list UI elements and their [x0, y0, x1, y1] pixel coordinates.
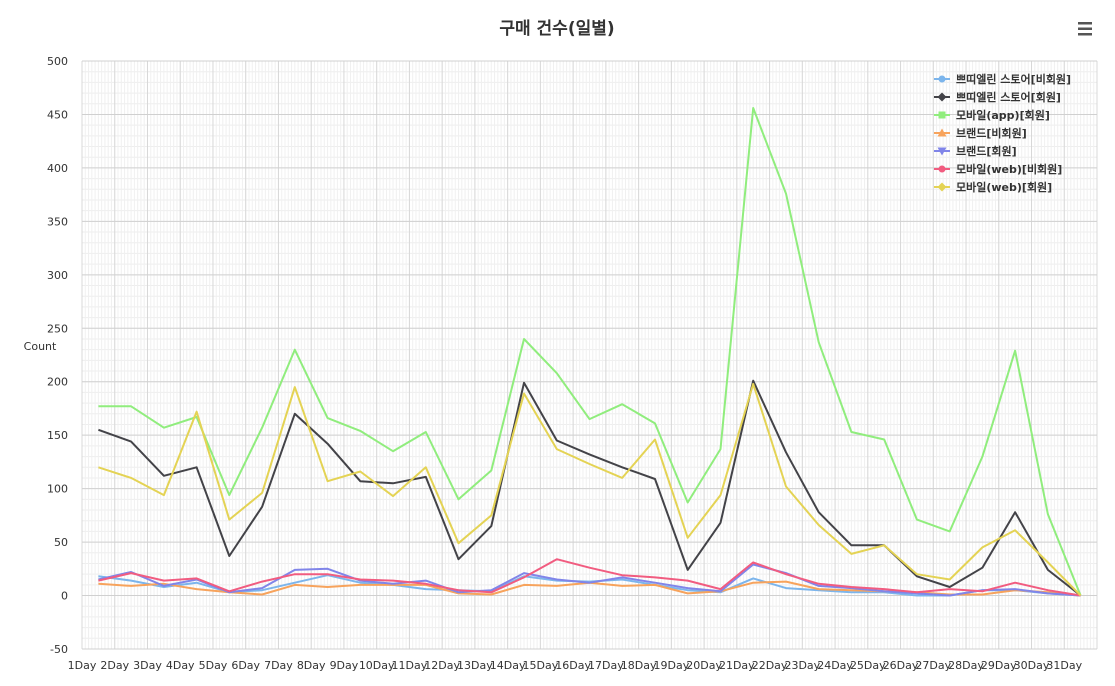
series-line	[98, 558, 1081, 597]
y-tick-label: 200	[47, 376, 68, 389]
x-tick-label: 5Day	[199, 659, 228, 672]
x-tick-label: 2Day	[100, 659, 129, 672]
series-line	[98, 563, 1081, 597]
x-tick-label: 28Day	[948, 659, 984, 672]
x-tick-label: 20Day	[686, 659, 722, 672]
x-tick-label: 22Day	[752, 659, 788, 672]
series-2	[98, 379, 1082, 597]
legend-label: 쁘띠엘린 스토어[회원]	[956, 90, 1061, 104]
x-tick-label: 10Day	[359, 659, 395, 672]
major-grid	[81, 60, 1098, 650]
x-tick-label: 1Day	[68, 659, 97, 672]
x-tick-label: 23Day	[784, 659, 820, 672]
x-tick-label: 7Day	[264, 659, 293, 672]
y-axis-label: Count	[24, 340, 57, 353]
x-tick-label: 26Day	[883, 659, 919, 672]
legend-item[interactable]: 쁘띠엘린 스토어[비회원]	[934, 72, 1071, 86]
x-tick-label: 4Day	[166, 659, 195, 672]
x-tick-label: 18Day	[621, 659, 657, 672]
x-tick-label: 6Day	[231, 659, 260, 672]
x-tick-label: 24Day	[817, 659, 853, 672]
legend: 쁘띠엘린 스토어[비회원] 쁘띠엘린 스토어[회원] 모바일(app)[회원] 브랜드…	[934, 72, 1071, 194]
y-tick-label: 250	[47, 322, 68, 335]
series-line	[98, 379, 1082, 597]
series-line	[98, 574, 1081, 597]
legend-item[interactable]: 모바일(web)[비회원]	[934, 162, 1062, 176]
x-tick-label: 13Day	[457, 659, 493, 672]
x-tick-label: 17Day	[588, 659, 624, 672]
legend-label: 브랜드[비회원]	[956, 126, 1027, 140]
y-tick-label: 400	[47, 162, 68, 175]
series-6	[98, 558, 1081, 597]
x-tick-label: 27Day	[915, 659, 951, 672]
y-tick-label: 500	[47, 55, 68, 68]
legend-item[interactable]: 브랜드[회원]	[934, 144, 1017, 158]
series-7	[98, 382, 1082, 597]
legend-marker	[937, 92, 947, 102]
x-tick-label: 14Day	[490, 659, 526, 672]
series-line	[98, 107, 1082, 596]
y-tick-label: 150	[47, 429, 68, 442]
legend-item[interactable]: 브랜드[비회원]	[934, 126, 1027, 140]
legend-label: 브랜드[회원]	[956, 144, 1017, 158]
y-tick-label: 350	[47, 215, 68, 228]
legend-marker	[937, 128, 947, 137]
y-tick-label: 300	[47, 269, 68, 282]
menu-button[interactable]	[1074, 18, 1096, 40]
series-line	[98, 382, 1082, 597]
y-tick-label: 450	[47, 108, 68, 121]
series-1	[98, 574, 1081, 597]
x-tick-label: 29Day	[981, 659, 1017, 672]
legend-label: 모바일(web)[회원]	[956, 180, 1052, 194]
x-tick-label: 19Day	[653, 659, 689, 672]
x-tick-label: 3Day	[133, 659, 162, 672]
x-tick-label: 21Day	[719, 659, 755, 672]
legend-marker	[938, 75, 946, 83]
series-3	[98, 107, 1082, 596]
series-5	[98, 563, 1081, 597]
legend-label: 모바일(web)[비회원]	[956, 162, 1062, 176]
legend-label: 쁘띠엘린 스토어[비회원]	[956, 72, 1071, 86]
legend-marker	[938, 111, 946, 119]
hamburger-menu-icon[interactable]	[1078, 22, 1092, 36]
legend-item[interactable]: 쁘띠엘린 스토어[회원]	[934, 90, 1061, 104]
x-tick-label: 12Day	[424, 659, 460, 672]
legend-marker	[938, 165, 946, 173]
y-tick-label: 100	[47, 483, 68, 496]
x-tick-label: 25Day	[850, 659, 886, 672]
x-tick-label: 8Day	[297, 659, 326, 672]
y-axis-ticks: -50 0 50 100 150 200 250 300 350 400 450 500	[47, 55, 68, 656]
y-tick-label: -50	[50, 643, 68, 656]
x-tick-label: 31Day	[1046, 659, 1082, 672]
y-tick-label: 0	[61, 590, 68, 603]
x-tick-label: 11Day	[392, 659, 428, 672]
x-tick-label: 9Day	[330, 659, 359, 672]
x-axis-ticks: 1Day 2Day 3Day 4Day 5Day 6Day 7Day 8Day 9Day 10Da…	[68, 659, 1083, 672]
legend-label: 모바일(app)[회원]	[956, 108, 1050, 122]
chart-title: 구매 건수(일별)	[499, 19, 614, 39]
x-tick-label: 30Day	[1014, 659, 1050, 672]
legend-marker	[937, 147, 947, 156]
legend-item[interactable]: 모바일(app)[회원]	[934, 108, 1050, 122]
y-tick-label: 50	[54, 536, 68, 549]
legend-marker	[937, 182, 947, 192]
x-tick-label: 16Day	[555, 659, 591, 672]
legend-item[interactable]: 모바일(web)[회원]	[934, 180, 1052, 194]
series-layer	[98, 107, 1082, 597]
x-tick-label: 15Day	[523, 659, 559, 672]
